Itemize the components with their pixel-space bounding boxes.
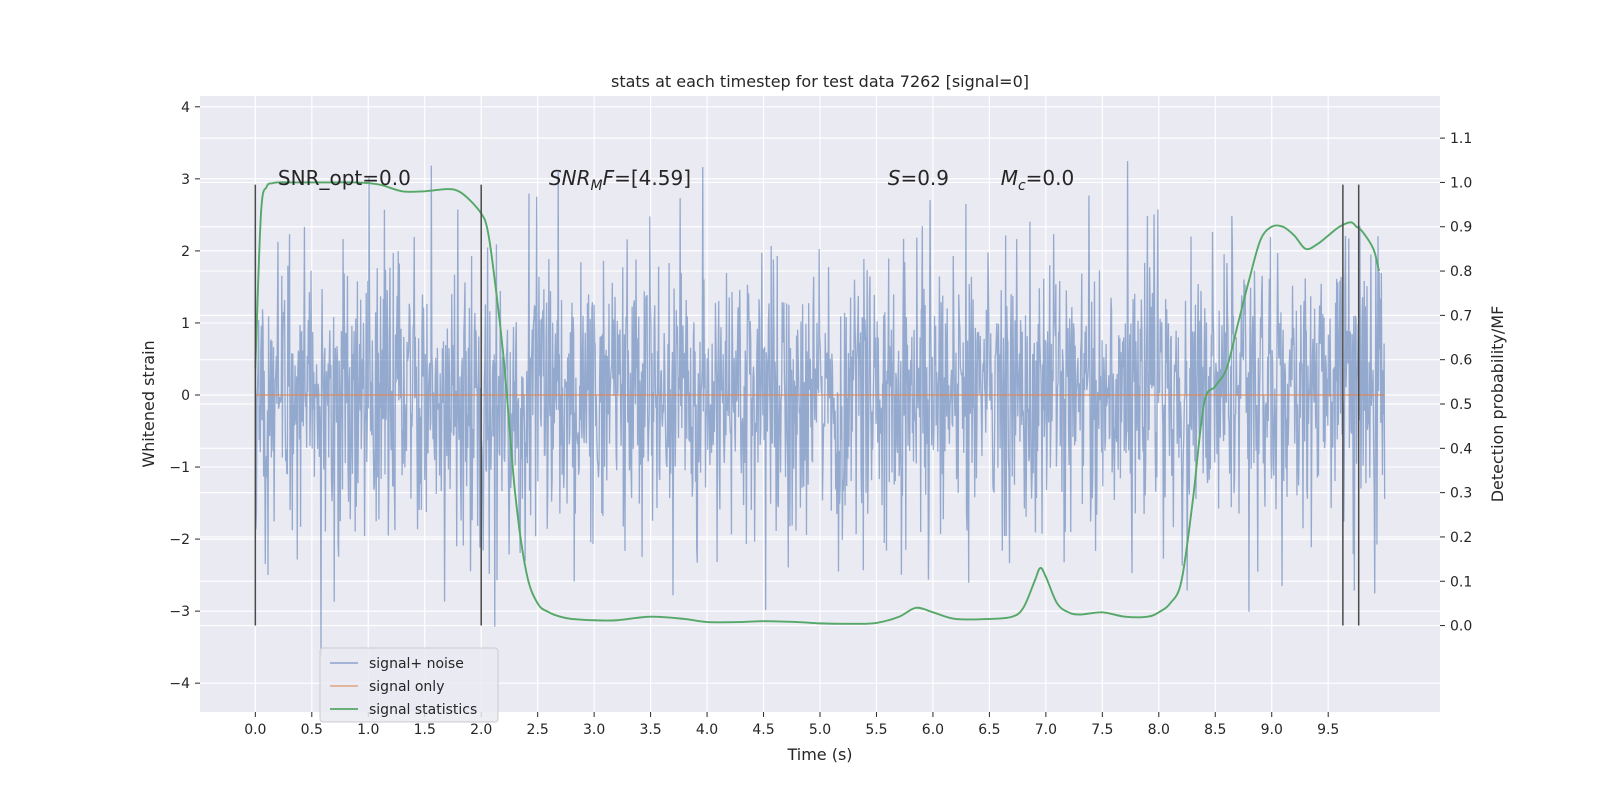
x-tick-label: 7.5	[1091, 722, 1113, 738]
y2-axis-label: Detection probability/MF	[1488, 306, 1507, 503]
series-line-signal-noise	[254, 161, 1386, 656]
x-tick-label: 9.5	[1317, 722, 1339, 738]
y2-tick-label: 0.9	[1450, 220, 1472, 236]
y-tick-label: 4	[181, 100, 190, 116]
x-tick-label: 6.5	[978, 722, 1000, 738]
x-axis-label: Time (s)	[786, 745, 852, 764]
y-tick-label: 1	[181, 316, 190, 332]
x-tick-label: 4.0	[696, 722, 718, 738]
x-tick-label: 7.0	[1035, 722, 1057, 738]
x-tick-label: 2.0	[470, 722, 492, 738]
y-tick-label: 2	[181, 244, 190, 260]
legend: signal+ noise signal only signal statist…	[319, 647, 499, 723]
x-tick-label: 8.5	[1204, 722, 1226, 738]
x-tick-label: 9.0	[1261, 722, 1283, 738]
annotations-layer: SNR_opt=0.0 SNRMF=[4.59] S=0.9 Mc=0.0	[278, 166, 1074, 194]
legend-box	[319, 647, 499, 723]
x-tick-label: 5.0	[809, 722, 831, 738]
y-axis-label: Whitened strain	[139, 340, 158, 467]
y2-tick-label: 0.5	[1450, 397, 1472, 413]
x-tick-label: 0.0	[244, 722, 266, 738]
y-tick-label: −2	[169, 532, 190, 548]
legend-label-signal-statistics: signal statistics	[369, 702, 477, 718]
series-line-signal-statistics	[254, 181, 1380, 625]
legend-label-signal-only: signal only	[369, 679, 444, 695]
y-tick-label: −3	[169, 604, 190, 620]
x-tick-label: 0.5	[301, 722, 323, 738]
x-tick-label: 2.5	[527, 722, 549, 738]
ticks-layer: 0.0 0.5 1.0 1.5 2.0 2.5 3.0 3.5 4.0 4.5 5.0 5.5 6.0 6…	[169, 100, 1472, 738]
vertical-lines-layer	[254, 184, 1360, 626]
legend-label-signal-noise: signal+ noise	[369, 656, 464, 672]
y-tick-label: −4	[169, 676, 190, 692]
noise-series-layer	[254, 161, 1386, 656]
x-tick-label: 1.5	[414, 722, 436, 738]
x-tick-label: 5.5	[865, 722, 887, 738]
y2-tick-label: 0.4	[1450, 441, 1472, 457]
annotation-snr-mf: SNRMF=[4.59]	[549, 166, 691, 194]
x-tick-label: 3.0	[583, 722, 605, 738]
y2-tick-label: 0.8	[1450, 264, 1472, 280]
x-tick-label: 6.0	[922, 722, 944, 738]
y2-tick-label: 0.2	[1450, 530, 1472, 546]
y2-tick-label: 0.7	[1450, 308, 1472, 324]
x-tick-label: 4.5	[752, 722, 774, 738]
x-tick-label: 3.5	[639, 722, 661, 738]
y2-tick-label: 0.6	[1450, 353, 1472, 369]
y-tick-label: −1	[169, 460, 190, 476]
y2-tick-label: 0.3	[1450, 486, 1472, 502]
line-series-layer	[254, 181, 1385, 625]
annotation-s-value: S=0.9	[888, 166, 949, 190]
annotation-snr-opt: SNR_opt=0.0	[278, 166, 411, 190]
y-tick-label: 0	[181, 388, 190, 404]
annotation-mc-value: Mc=0.0	[1001, 166, 1075, 194]
x-tick-label: 8.0	[1148, 722, 1170, 738]
chart-title: stats at each timestep for test data 726…	[611, 72, 1029, 91]
x-tick-label: 1.0	[357, 722, 379, 738]
y2-tick-label: 1.0	[1450, 175, 1472, 191]
y2-tick-label: 0.1	[1450, 574, 1472, 590]
y2-tick-label: 0.0	[1450, 619, 1472, 635]
y-tick-label: 3	[181, 172, 190, 188]
y2-tick-label: 1.1	[1450, 131, 1472, 147]
